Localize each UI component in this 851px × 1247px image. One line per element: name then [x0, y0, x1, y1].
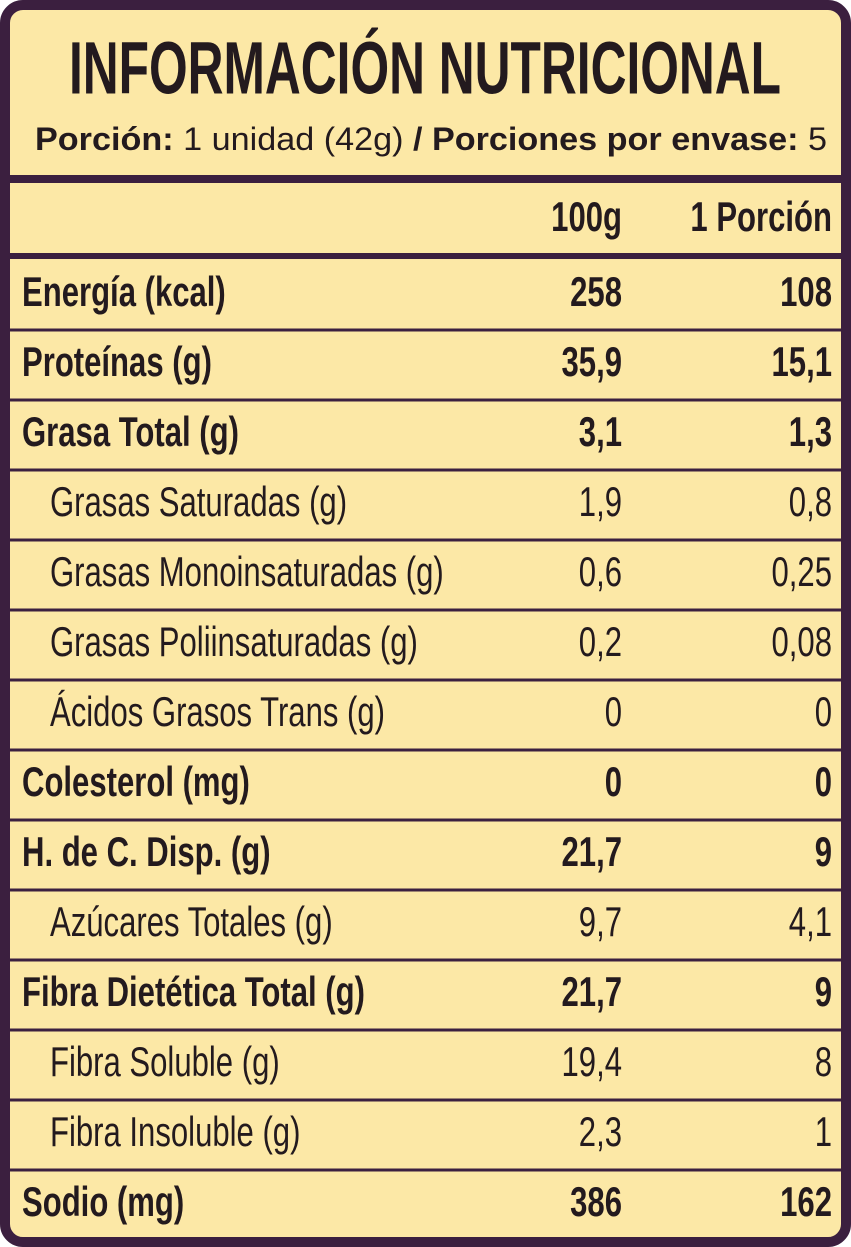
- value-portion: 0: [815, 689, 832, 736]
- value-100g: 0,6: [579, 549, 622, 596]
- value-100g: 2,3: [579, 1109, 622, 1156]
- value-100g: 0: [605, 759, 622, 806]
- row-label: Fibra Soluble (g): [50, 1039, 280, 1086]
- value-100g: 0,2: [579, 619, 622, 666]
- value-portion: 0,8: [789, 479, 832, 526]
- row-label: H. de C. Disp. (g): [22, 829, 271, 876]
- value-portion: 0,08: [772, 619, 832, 666]
- row-label: Colesterol (mg): [22, 759, 250, 806]
- value-portion: 108: [780, 269, 832, 316]
- value-portion: 4,1: [789, 899, 832, 946]
- value-portion: 9: [815, 829, 832, 876]
- value-portion: 8: [815, 1039, 832, 1086]
- row-label: Energía (kcal): [22, 269, 226, 316]
- title: INFORMACIÓN NUTRICIONAL: [69, 27, 781, 110]
- row-label: Grasas Monoinsaturadas (g): [50, 549, 444, 596]
- row-label: Proteínas (g): [22, 339, 212, 386]
- value-100g: 0: [605, 689, 622, 736]
- value-100g: 9,7: [579, 899, 622, 946]
- column-header: 1 Porción: [690, 194, 832, 241]
- value-100g: 3,1: [579, 409, 622, 456]
- value-100g: 1,9: [579, 479, 622, 526]
- subtitle: Porción: 1 unidad (42g) / Porciones por …: [35, 121, 827, 157]
- row-label: Grasas Poliinsaturadas (g): [50, 619, 418, 666]
- value-100g: 258: [570, 269, 622, 316]
- row-label: Fibra Dietética Total (g): [22, 969, 365, 1016]
- value-100g: 386: [570, 1179, 622, 1226]
- column-header: 100g: [551, 194, 622, 241]
- row-label: Ácidos Grasos Trans (g): [50, 689, 385, 736]
- value-portion: 9: [815, 969, 832, 1016]
- row-label: Sodio (mg): [22, 1179, 184, 1226]
- subtitle-part: 1 unidad (42g): [174, 121, 413, 157]
- value-portion: 0: [815, 759, 832, 806]
- value-portion: 15,1: [772, 339, 832, 386]
- subtitle-part: / Porciones por envase:: [413, 121, 799, 157]
- subtitle-part: 5: [799, 121, 827, 157]
- value-100g: 21,7: [562, 829, 622, 876]
- value-portion: 1,3: [789, 409, 832, 456]
- row-label: Grasa Total (g): [22, 409, 239, 456]
- subtitle-part: Porción:: [35, 121, 174, 157]
- value-portion: 1: [815, 1109, 832, 1156]
- row-label: Grasas Saturadas (g): [50, 479, 347, 526]
- row-label: Fibra Insoluble (g): [50, 1109, 300, 1156]
- value-100g: 19,4: [562, 1039, 622, 1086]
- row-label: Azúcares Totales (g): [50, 899, 333, 946]
- value-portion: 162: [780, 1179, 832, 1226]
- value-portion: 0,25: [772, 549, 832, 596]
- value-100g: 35,9: [562, 339, 622, 386]
- value-100g: 21,7: [562, 969, 622, 1016]
